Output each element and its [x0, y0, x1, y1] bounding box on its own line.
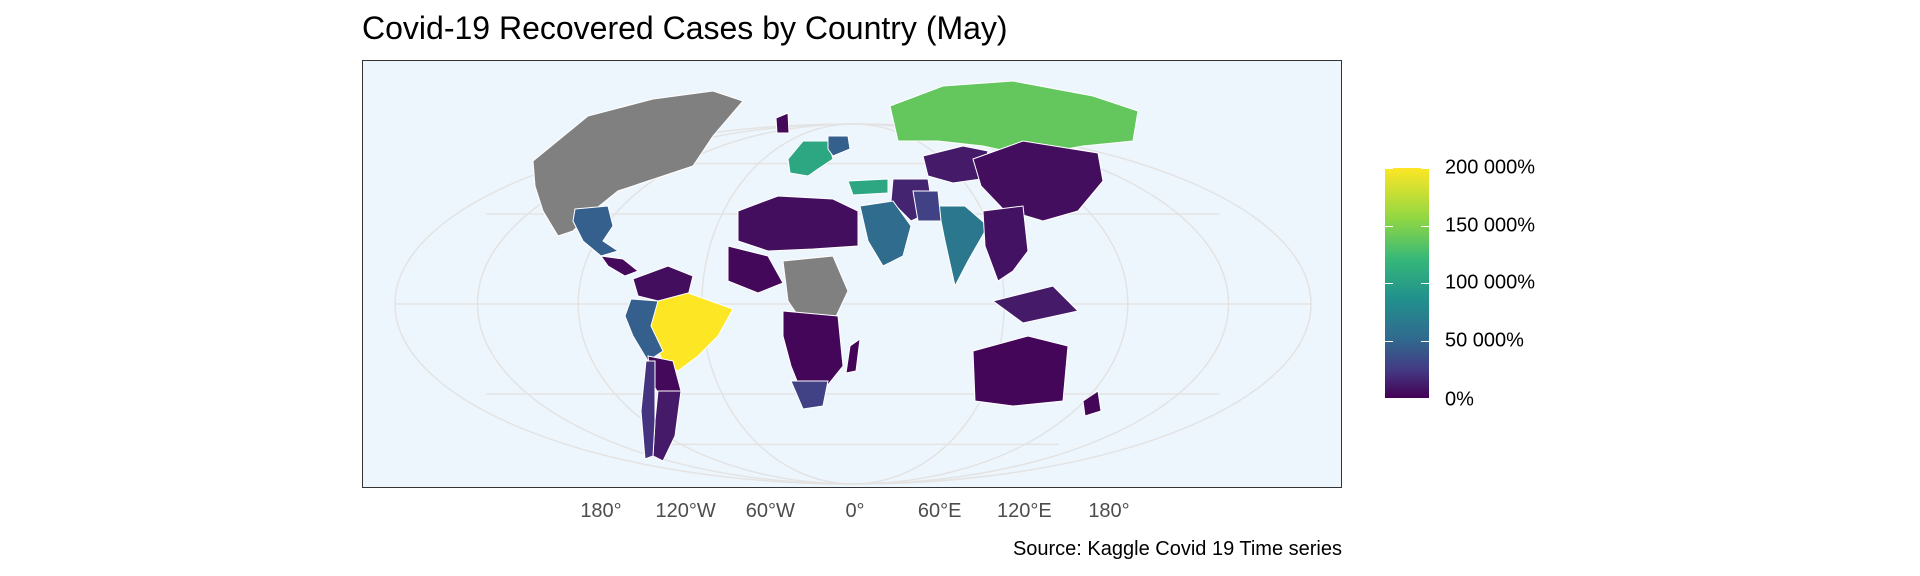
legend: 200 000% 150 000% 100 000% 50 000% 0% — [1385, 157, 1645, 411]
world-map — [394, 80, 1312, 485]
x-axis: 180° 120°W 60°W 0° 60°E 120°E 180° — [0, 500, 1920, 530]
country-region — [640, 360, 656, 460]
legend-tick — [1385, 283, 1393, 284]
countries — [532, 80, 1139, 462]
country-region — [972, 335, 1069, 407]
country-region — [991, 285, 1080, 324]
country-region — [859, 200, 912, 267]
country-region — [775, 112, 790, 134]
legend-tick — [1421, 340, 1429, 342]
country-region — [982, 205, 1029, 282]
country-region — [790, 380, 829, 410]
legend-label: 150 000% — [1445, 214, 1536, 236]
x-tick-label: 120°W — [655, 500, 716, 522]
legend-label: 50 000% — [1445, 329, 1524, 351]
country-region — [572, 205, 620, 257]
graticule — [394, 123, 1312, 485]
x-tick-label: 60°W — [745, 500, 795, 522]
country-region — [624, 298, 664, 362]
country-region — [845, 337, 861, 374]
country-region — [599, 255, 639, 277]
x-tick-label: 180° — [1088, 500, 1130, 522]
country-region — [827, 135, 851, 157]
country-region — [532, 90, 744, 237]
country-region — [912, 190, 942, 222]
country-region — [972, 140, 1104, 222]
map-title: Covid-19 Recovered Cases by Country (May… — [362, 10, 1008, 46]
country-region — [1082, 390, 1102, 417]
legend-tick — [1421, 283, 1429, 284]
legend-tick — [1421, 225, 1429, 227]
country-region — [727, 245, 784, 294]
x-tick-label: 180° — [580, 500, 622, 522]
x-tick-label: 0° — [845, 500, 865, 522]
x-tick-label: 120°E — [996, 500, 1052, 522]
country-region — [889, 80, 1139, 157]
country-region — [652, 390, 682, 462]
country-region — [737, 195, 859, 252]
country-region — [937, 205, 989, 288]
legend-tick — [1385, 168, 1393, 169]
legend-tick — [1385, 225, 1393, 227]
x-tick-label: 60°E — [917, 500, 962, 522]
country-region — [787, 140, 834, 177]
country-region — [847, 178, 889, 196]
legend-tick — [1421, 168, 1429, 169]
legend-label: 200 000% — [1445, 156, 1536, 179]
legend-label: 100 000% — [1445, 271, 1536, 294]
legend-tick — [1385, 340, 1393, 342]
map-panel — [362, 60, 1342, 488]
source-caption: Source: Kaggle Covid 19 Time series — [1012, 538, 1342, 560]
legend-label: 0% — [1445, 388, 1474, 411]
